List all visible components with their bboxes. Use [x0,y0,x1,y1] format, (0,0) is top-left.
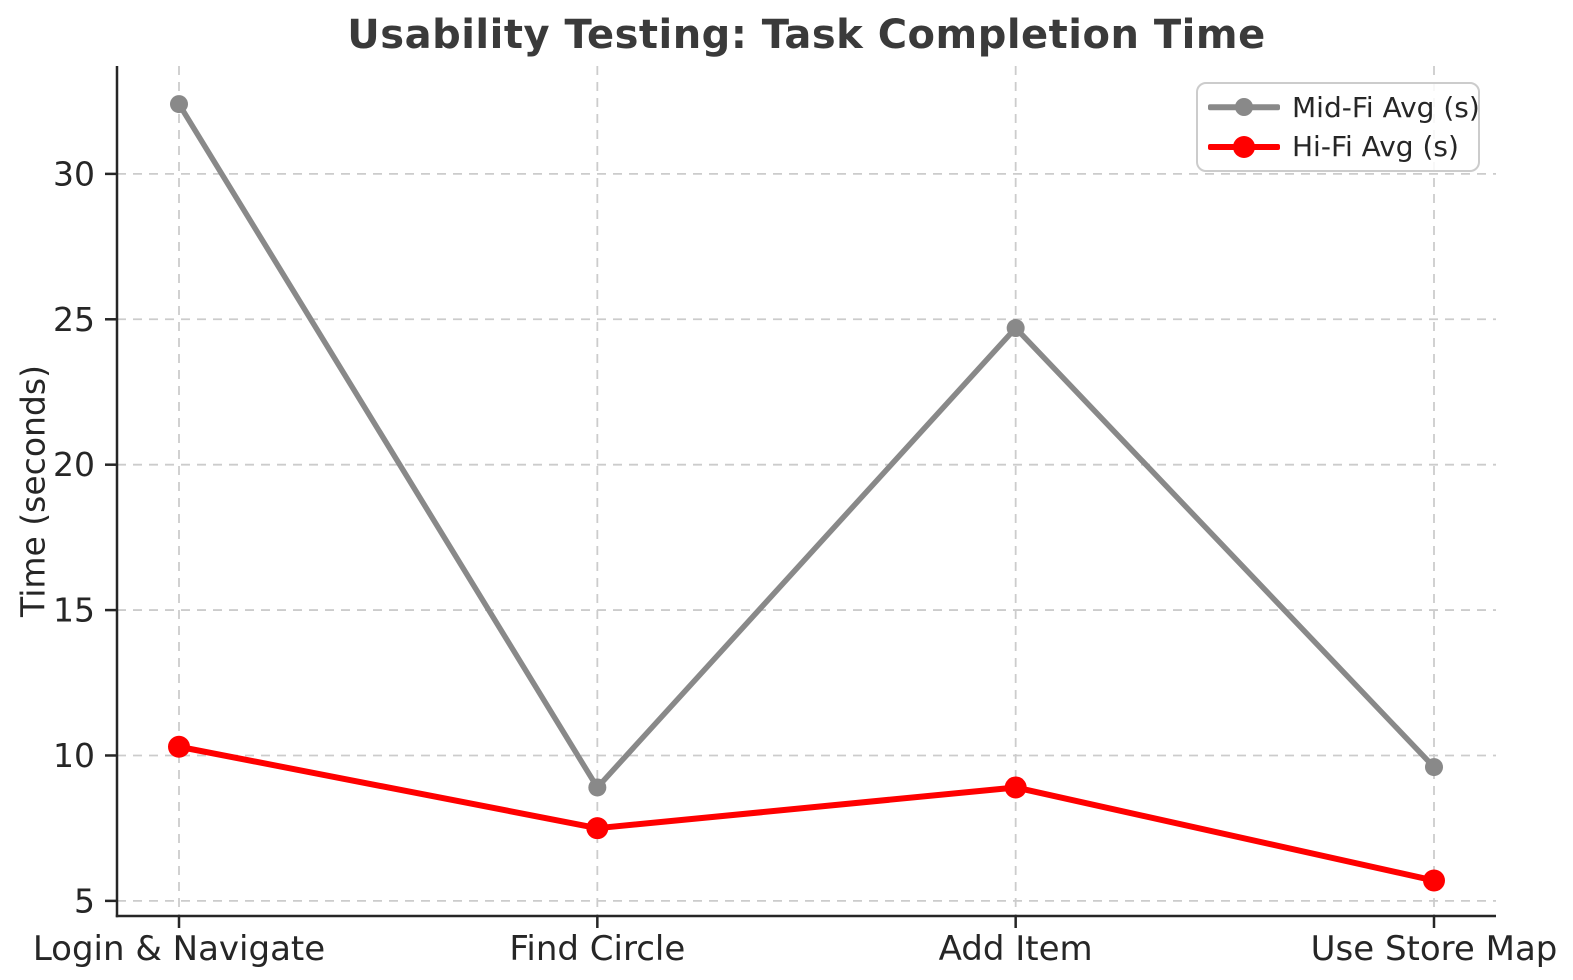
axes-spines [115,66,1496,918]
data-point [586,817,609,840]
legend: Mid-Fi Avg (s) Hi-Fi Avg (s) [1196,82,1480,172]
legend-item: Mid-Fi Avg (s) [1208,90,1480,124]
y-axis: 5 10 15 20 25 30 [53,154,117,920]
legend-label: Hi-Fi Avg (s) [1292,130,1459,164]
gridlines [117,66,1496,916]
x-tick-label: Use Store Map [1311,929,1558,969]
data-point [170,95,188,114]
x-tick-label: Login & Navigate [33,929,325,969]
x-tick-label: Find Circle [509,929,685,969]
y-tick-label: 10 [53,736,95,775]
x-tick-label: Add Item [939,929,1093,969]
series-line [176,101,1437,791]
legend-item: Hi-Fi Avg (s) [1208,130,1478,163]
chart-title: Usability Testing: Task Completion Time [347,12,1266,58]
y-tick-label: 20 [53,445,95,484]
legend-marker-dot [1233,135,1255,158]
legend-marker-dot [1235,98,1253,117]
legend-line-sample [1208,95,1280,119]
data-point [1004,776,1027,799]
x-axis: Login & Navigate Find Circle Add Item Use S… [33,916,1558,969]
legend-line-sample [1208,135,1280,159]
data-point [1425,758,1443,777]
series-hi-fi-avg-s- [168,735,1445,892]
y-tick-label: 15 [53,591,95,630]
data-point [588,778,607,797]
series-line [176,743,1437,884]
legend-label: Mid-Fi Avg (s) [1292,90,1480,124]
data-point [1006,319,1025,338]
data-point [1423,869,1445,892]
data-point [168,735,190,758]
y-axis-label: Time (seconds) [13,365,53,617]
series-mid-fi-avg-s- [170,95,1443,797]
y-tick-label: 30 [53,154,95,193]
y-tick-label: 25 [53,300,95,339]
y-tick-label: 5 [74,881,95,920]
